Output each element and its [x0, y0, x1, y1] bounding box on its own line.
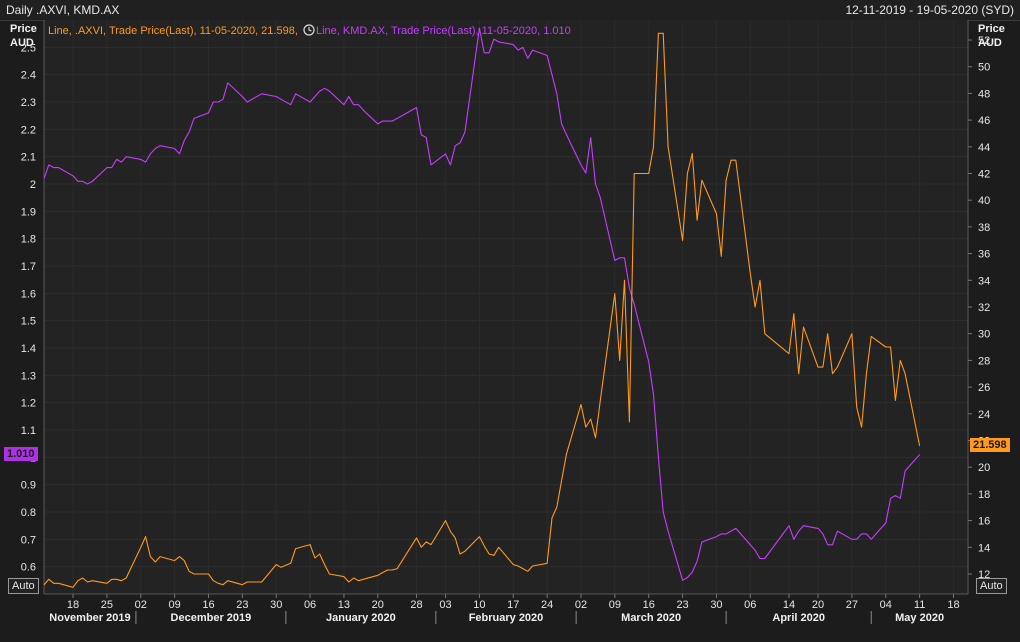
x-tick-label: 28 — [410, 599, 422, 611]
left-tick-label: 2.2 — [21, 124, 36, 136]
date-range-label[interactable]: 12-11-2019 - 19-05-2020 (SYD) — [845, 3, 1014, 17]
left-tick-label: 0.9 — [21, 480, 36, 492]
kmd-last-price-badge: 1.010 — [4, 446, 38, 461]
x-tick-label: 20 — [372, 599, 384, 611]
left-tick-label: 2.3 — [21, 97, 36, 109]
left-tick-label: 1.2 — [21, 398, 36, 410]
x-tick-label: 09 — [168, 599, 180, 611]
kmd-series-line[interactable] — [43, 27, 921, 581]
x-tick-label: 24 — [541, 599, 553, 611]
right-tick-label: 30 — [978, 329, 990, 341]
right-tick-label: 28 — [978, 355, 990, 367]
right-tick-label: 24 — [978, 409, 990, 421]
left-tick-label: 0.8 — [21, 507, 36, 519]
right-axis-title-line2: AUD — [978, 37, 1002, 49]
right-tick-label: 16 — [978, 516, 990, 528]
left-tick-label: 1.3 — [21, 370, 36, 382]
x-month-label: November 2019 — [49, 612, 130, 624]
x-tick-label: 03 — [439, 599, 451, 611]
left-tick-label: 1.8 — [21, 234, 36, 246]
x-tick-label: 11 — [914, 599, 925, 611]
right-tick-label: 34 — [978, 275, 990, 287]
right-tick-label: 32 — [978, 302, 990, 314]
right-tick-label: 52 — [978, 35, 990, 47]
x-tick-label: 02 — [135, 599, 147, 611]
right-tick-label: 14 — [978, 542, 990, 554]
left-tick-label: 2.5 — [21, 42, 36, 54]
legend-kmd: Line, KMD.AX, Trade Price(Last), 11-05-2… — [316, 25, 571, 37]
clock-hands-icon — [308, 27, 312, 32]
x-tick-label: 23 — [236, 599, 248, 611]
axvi-last-price-badge: 21.598 — [970, 437, 1010, 452]
x-month-label: April 2020 — [772, 612, 825, 624]
x-tick-label: 16 — [643, 599, 655, 611]
x-month-label: January 2020 — [326, 612, 396, 624]
x-tick-label: 18 — [947, 599, 959, 611]
x-tick-label: 25 — [101, 599, 113, 611]
left-axis-title: Price AUD — [10, 22, 37, 50]
right-tick-label: 44 — [978, 142, 990, 154]
right-tick-label: 42 — [978, 169, 990, 181]
x-tick-label: 13 — [338, 599, 350, 611]
x-tick-label: 02 — [575, 599, 587, 611]
left-tick-label: 1.7 — [21, 261, 36, 273]
left-tick-label: 2.4 — [21, 70, 36, 82]
right-tick-label: 26 — [978, 382, 990, 394]
x-tick-label: 06 — [304, 599, 316, 611]
left-tick-label: 2.1 — [21, 152, 36, 164]
left-tick-label: 1.9 — [21, 206, 36, 218]
plot-area[interactable] — [44, 20, 968, 594]
left-auto-scale-button[interactable]: Auto — [8, 578, 39, 594]
legend-axvi: Line, .AXVI, Trade Price(Last), 11-05-20… — [48, 25, 298, 37]
right-tick-label: 18 — [978, 489, 990, 501]
left-tick-label: 0.7 — [21, 534, 36, 546]
right-axis-title: Price AUD — [978, 22, 1005, 50]
x-tick-label: 27 — [846, 599, 858, 611]
x-month-label: March 2020 — [621, 612, 681, 624]
left-tick-label: 2 — [30, 179, 36, 191]
x-tick-label: 23 — [676, 599, 688, 611]
legend: Line, .AXVI, Trade Price(Last), 11-05-20… — [48, 24, 571, 37]
right-axis-title-line1: Price — [978, 23, 1005, 35]
x-tick-label: 04 — [880, 599, 892, 611]
right-tick-label: 36 — [978, 249, 990, 261]
right-tick-label: 20 — [978, 462, 990, 474]
left-axis-title-line1: Price — [10, 23, 37, 35]
right-tick-label: 40 — [978, 195, 990, 207]
left-tick-label: 1.4 — [21, 343, 36, 355]
x-tick-label: 30 — [710, 599, 722, 611]
x-tick-label: 18 — [67, 599, 79, 611]
right-tick-label: 48 — [978, 88, 990, 100]
left-tick-label: 0.6 — [21, 562, 36, 574]
x-tick-label: 09 — [609, 599, 621, 611]
x-tick-label: 16 — [202, 599, 214, 611]
x-tick-label: 06 — [744, 599, 756, 611]
axvi-series-line[interactable] — [43, 32, 921, 588]
x-tick-label: 17 — [507, 599, 519, 611]
left-axis-title-line2: AUD — [10, 37, 34, 49]
right-auto-scale-button[interactable]: Auto — [976, 578, 1007, 594]
chart-title: Daily .AXVI, KMD.AX — [6, 3, 120, 17]
left-tick-label: 1.6 — [21, 288, 36, 300]
left-tick-label: 1.5 — [21, 316, 36, 328]
right-tick-label: 46 — [978, 115, 990, 127]
right-tick-label: 38 — [978, 222, 990, 234]
x-tick-label: 20 — [812, 599, 824, 611]
x-tick-label: 30 — [270, 599, 282, 611]
x-month-label: May 2020 — [895, 612, 944, 624]
right-tick-label: 12 — [978, 569, 990, 581]
clock-icon — [303, 24, 315, 36]
x-tick-label: 14 — [783, 599, 795, 611]
left-tick-label: 1.1 — [21, 425, 36, 437]
x-month-label: February 2020 — [469, 612, 544, 624]
x-month-label: December 2019 — [171, 612, 252, 624]
right-tick-label: 50 — [978, 62, 990, 74]
x-tick-label: 10 — [473, 599, 485, 611]
